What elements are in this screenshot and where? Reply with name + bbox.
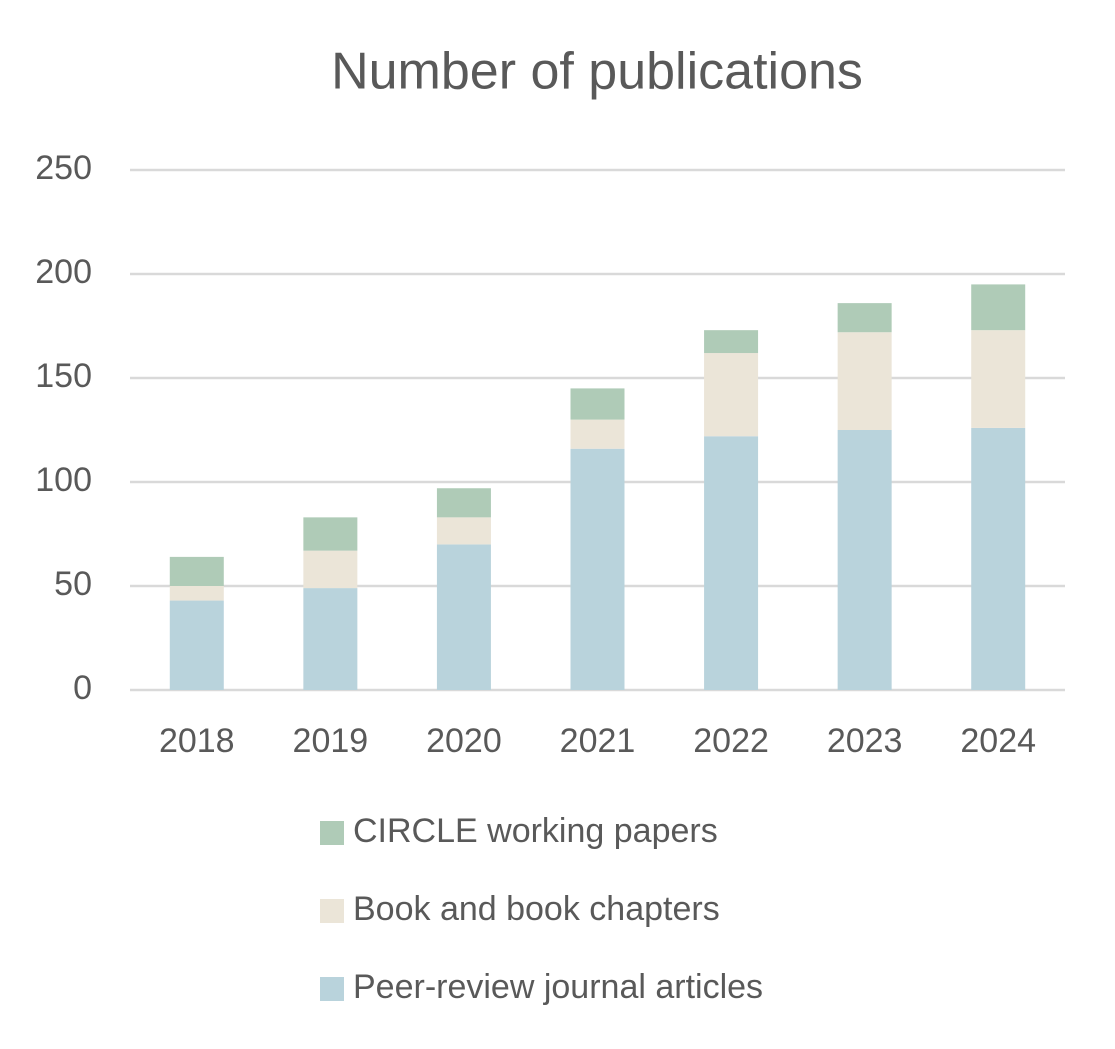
y-tick-label: 50 [54, 565, 92, 603]
bar-segment [303, 517, 358, 551]
x-tick-label: 2021 [560, 722, 636, 760]
bar-segment [169, 586, 224, 601]
x-tick-label: 2023 [827, 722, 903, 760]
bar-segment [837, 303, 892, 333]
bar-segment [971, 330, 1026, 428]
x-tick-label: 2019 [293, 722, 369, 760]
bar-segment [971, 427, 1026, 690]
x-tick-label: 2022 [693, 722, 769, 760]
legend-swatch [320, 821, 344, 845]
y-tick-label: 250 [35, 149, 92, 187]
bar-segment [169, 600, 224, 690]
legend-label: CIRCLE working papers [353, 812, 718, 850]
bar-segment [704, 353, 759, 437]
bar-segment [169, 556, 224, 586]
x-tick-label: 2020 [426, 722, 502, 760]
bar-segment [436, 517, 491, 545]
x-tick-label: 2024 [960, 722, 1036, 760]
bar-segment [570, 388, 625, 420]
bar-segment [303, 588, 358, 690]
bar-segment [971, 284, 1026, 331]
bar-segment [704, 330, 759, 354]
legend-swatch [320, 899, 344, 923]
bar-segment [570, 419, 625, 449]
y-tick-label: 100 [35, 461, 92, 499]
bar-segment [570, 448, 625, 690]
legend-label: Peer-review journal articles [353, 968, 763, 1006]
y-tick-label: 0 [73, 669, 92, 707]
bar-segment [837, 430, 892, 690]
bar-segment [704, 436, 759, 690]
y-tick-label: 150 [35, 357, 92, 395]
bar-segment [436, 544, 491, 690]
x-tick-label: 2018 [159, 722, 235, 760]
bar-segment [303, 550, 358, 589]
legend-label: Book and book chapters [353, 890, 720, 928]
bar-segment [436, 488, 491, 518]
legend-swatch [320, 977, 344, 1001]
chart-title: Number of publications [331, 43, 863, 101]
bar-segment [837, 332, 892, 430]
y-tick-label: 200 [35, 253, 92, 291]
